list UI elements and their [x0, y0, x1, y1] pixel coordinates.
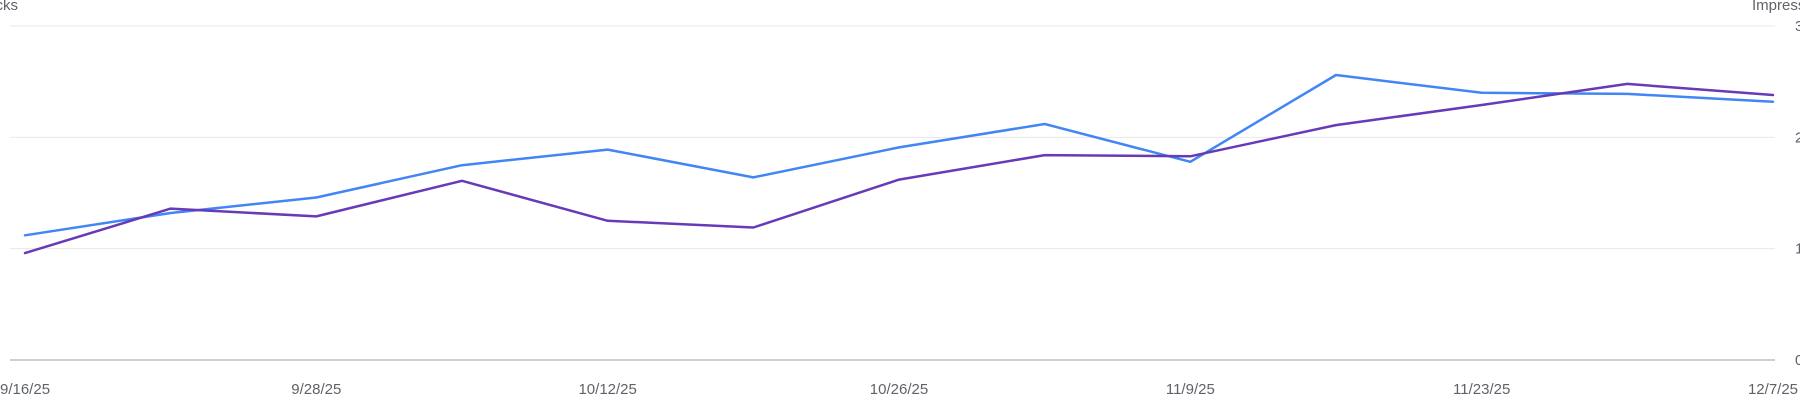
- labels-layer: Clicks Impressions 0 1 2 3 9/16/25 9/28/25 10/…: [0, 0, 1800, 398]
- x-tick-label: 11/9/25: [1166, 381, 1215, 398]
- x-tick-label: 12/7/25: [1748, 381, 1798, 398]
- x-tick-label: 10/12/25: [578, 381, 636, 398]
- right-axis-title: Impressions: [1752, 0, 1800, 14]
- series-impressions: [23, 82, 1775, 255]
- impressions-line: [23, 82, 1775, 255]
- series-layer: [23, 73, 1775, 255]
- right-y-tick-label: 2: [1795, 129, 1800, 146]
- x-tick-label: 10/26/25: [870, 381, 928, 398]
- right-y-tick-label: 3: [1795, 18, 1800, 35]
- right-y-tick-label: 1: [1795, 241, 1800, 258]
- clicks-line: [23, 73, 1775, 237]
- x-tick-label: 9/28/25: [291, 381, 341, 398]
- right-y-tick-label: 0: [1795, 352, 1800, 369]
- left-axis-title: Clicks: [0, 0, 18, 14]
- x-tick-label: 11/23/25: [1453, 381, 1510, 398]
- grid-layer: [10, 25, 1775, 361]
- series-clicks: [23, 73, 1775, 237]
- x-tick-label: 9/16/25: [0, 381, 50, 398]
